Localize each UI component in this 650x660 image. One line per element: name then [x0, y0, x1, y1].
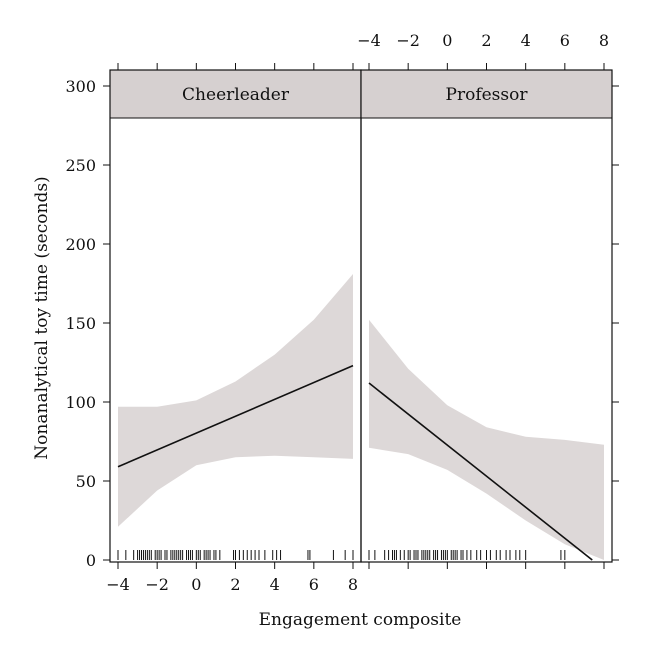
panels-layer: Cheerleader Professor — [109, 69, 613, 563]
x-tick-label-bottom: −4 — [106, 575, 130, 594]
x-tick-label-bottom: 0 — [191, 575, 201, 594]
x-axis-title: Engagement composite — [259, 610, 462, 630]
confidence-band — [118, 274, 353, 527]
x-tick-label-top: 8 — [599, 31, 609, 50]
strip-label: Professor — [446, 85, 529, 105]
y-tick-label: 100 — [65, 393, 96, 412]
y-tick-label: 200 — [65, 235, 96, 254]
x-tick-label-bottom: −2 — [145, 575, 169, 594]
x-tick-label-top: 6 — [560, 31, 570, 50]
y-tick-label: 250 — [65, 156, 96, 175]
x-tick-label-top: 4 — [521, 31, 531, 50]
x-tick-label-bottom: 2 — [230, 575, 240, 594]
fit-line — [368, 382, 593, 561]
y-tick-label: 150 — [65, 314, 96, 333]
strip-header — [109, 69, 362, 119]
x-tick-label-bottom: 4 — [270, 575, 280, 594]
x-tick-label-top: −4 — [357, 31, 381, 50]
y-tick-label: 300 — [65, 77, 96, 96]
panel-professor: Professor — [360, 69, 613, 563]
x-tick-label-top: 0 — [442, 31, 452, 50]
panel-cheerleader: Cheerleader — [109, 69, 362, 563]
confidence-band — [369, 319, 604, 560]
fit-line — [117, 364, 354, 468]
x-tick-label-bottom: 8 — [348, 575, 358, 594]
x-tick-label-top: −2 — [396, 31, 420, 50]
x-tick-label-top: 2 — [481, 31, 491, 50]
y-tick-label: 50 — [76, 472, 96, 491]
axes-layer: 0 50 100 150 200 250 300 −4 −4 −2 −2 0 0 2 2 4 4 6 6 8 8 — [65, 31, 619, 594]
y-tick-label: 0 — [86, 551, 96, 570]
x-tick-label-bottom: 6 — [309, 575, 319, 594]
strip-label: Cheerleader — [182, 85, 290, 105]
y-axis-title: Nonanalytical toy time (seconds) — [32, 176, 52, 459]
